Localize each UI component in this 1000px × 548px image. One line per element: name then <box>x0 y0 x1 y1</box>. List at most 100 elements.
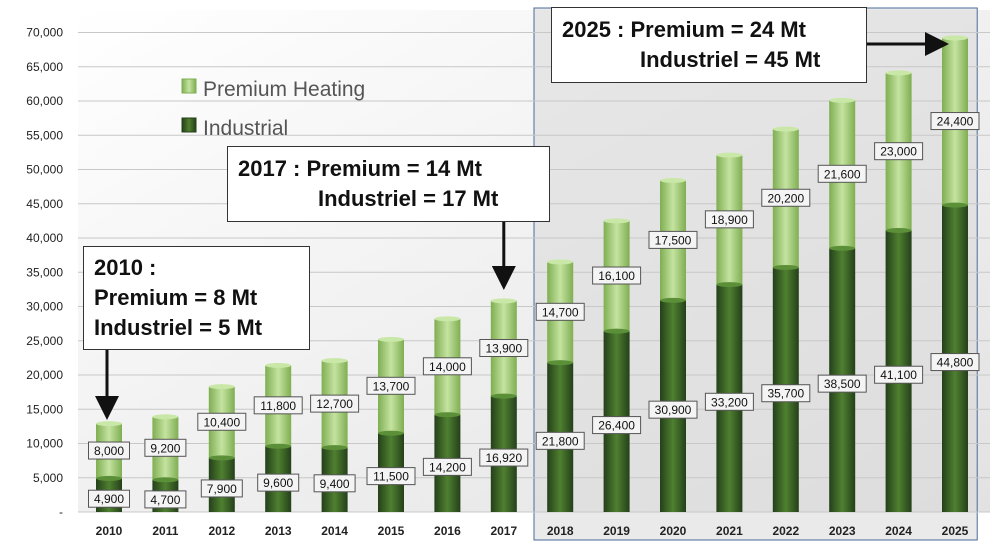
bar-industrial-cap <box>885 227 912 233</box>
data-label-premium-heating: 21,600 <box>824 167 861 181</box>
bar-premium-cap <box>716 152 743 158</box>
data-label-industrial: 14,200 <box>429 460 466 474</box>
data-label-industrial-box <box>366 467 416 486</box>
legend-label-premium-heating: Premium Heating <box>203 78 365 101</box>
annotation-2017-line-1: 2017 : Premium = 14 Mt <box>238 156 482 181</box>
annotation-2010-line-1: 2010 : <box>94 255 157 280</box>
x-tick-label: 2025 <box>942 524 969 538</box>
data-label-industrial: 4,900 <box>94 492 124 506</box>
y-tick-label: 60,000 <box>26 94 63 108</box>
bar-premium-cap <box>265 362 292 368</box>
data-label-premium-heating: 14,700 <box>542 305 579 319</box>
annotation-2025-line-2: Industriel = 45 Mt <box>640 47 821 72</box>
bar-premium-cap <box>772 126 799 132</box>
x-tick-label: 2022 <box>772 524 799 538</box>
data-label-industrial-box <box>479 448 529 467</box>
x-tick-label: 2020 <box>660 524 687 538</box>
data-label-industrial: 44,800 <box>937 356 974 370</box>
data-label-premium-heating: 13,900 <box>485 341 522 355</box>
data-label-premium-heating-box <box>535 302 585 321</box>
bar-industrial-cap <box>716 282 743 288</box>
data-label-premium-heating: 16,100 <box>598 269 635 283</box>
data-label-industrial: 7,900 <box>207 482 237 496</box>
y-tick-label: 5,000 <box>33 471 63 485</box>
bar-premium-cap <box>434 316 461 322</box>
bar-industrial-cap <box>265 443 292 449</box>
data-label-premium-heating-box <box>592 266 642 285</box>
data-label-industrial: 9,400 <box>320 477 350 491</box>
data-label-industrial-box <box>144 490 187 509</box>
bar-premium-cap <box>547 259 574 265</box>
data-label-premium-heating: 13,700 <box>373 379 410 393</box>
data-label-industrial-box <box>648 400 698 419</box>
x-tick-label: 2013 <box>265 524 292 538</box>
data-label-premium-heating: 9,200 <box>150 441 180 455</box>
data-label-premium-heating-box <box>310 394 360 413</box>
annotation-2017: 2017 : Premium = 14 Mt Industriel = 17 M… <box>227 146 550 222</box>
bar-premium-cap <box>660 177 686 183</box>
data-label-industrial: 21,800 <box>542 434 579 448</box>
data-label-premium-heating: 23,000 <box>880 145 917 159</box>
y-tick-label: 45,000 <box>26 197 63 211</box>
data-label-premium-heating: 10,400 <box>203 415 240 429</box>
y-tick-label: 70,000 <box>26 26 63 40</box>
y-tick-label: 35,000 <box>26 265 63 279</box>
data-label-industrial: 30,900 <box>655 403 692 417</box>
annotation-2010-line-2: Premium = 8 Mt <box>94 285 258 310</box>
x-tick-label: 2017 <box>490 524 517 538</box>
x-tick-label: 2024 <box>885 524 912 538</box>
bar-industrial-cap <box>434 412 461 418</box>
bar-industrial-cap <box>321 445 348 451</box>
data-label-premium-heating: 24,400 <box>937 115 974 129</box>
bar-premium-cap <box>490 298 517 304</box>
data-label-industrial-box <box>761 384 811 403</box>
bar-industrial-cap <box>96 475 122 481</box>
data-label-industrial: 4,700 <box>150 493 180 507</box>
data-label-premium-heating: 20,200 <box>767 191 804 205</box>
data-label-premium-heating-box <box>817 164 867 183</box>
data-label-industrial-box <box>200 479 243 498</box>
data-label-industrial-box <box>704 392 754 411</box>
bar-industrial-cap <box>152 477 179 483</box>
x-tick-label: 2023 <box>829 524 856 538</box>
data-label-industrial-box <box>592 416 642 435</box>
bar-premium-cap <box>96 421 122 427</box>
bar-industrial-cap <box>660 297 686 303</box>
data-label-industrial: 11,500 <box>373 470 409 484</box>
data-label-premium-heating: 18,900 <box>711 213 748 227</box>
y-tick-label: 20,000 <box>26 368 63 382</box>
bar-industrial-cap <box>829 245 856 251</box>
annotation-2025-line-1: 2025 : Premium = 24 Mt <box>562 17 806 42</box>
annotation-2025: 2025 : Premium = 24 Mt Industriel = 45 M… <box>551 7 867 83</box>
y-tick-label: 25,000 <box>26 334 63 348</box>
data-label-premium-heating-box <box>422 357 472 376</box>
y-tick-label: 65,000 <box>26 60 63 74</box>
bar-industrial-cap <box>942 202 968 208</box>
data-label-premium-heating-box <box>366 376 416 395</box>
data-label-industrial: 16,920 <box>485 451 522 465</box>
y-tick-label: 30,000 <box>26 300 63 314</box>
data-label-industrial-box <box>257 473 300 492</box>
bar-industrial-cap <box>490 393 517 399</box>
legend-swatch-industrial <box>181 117 197 133</box>
y-tick-label: 10,000 <box>26 437 63 451</box>
data-label-industrial: 26,400 <box>598 419 635 433</box>
data-label-industrial: 38,500 <box>824 377 861 391</box>
data-label-premium-heating: 8,000 <box>94 444 124 458</box>
bar-industrial-cap <box>603 328 630 334</box>
annotation-2010-line-3: Industriel = 5 Mt <box>94 315 263 340</box>
x-tick-label: 2010 <box>96 524 123 538</box>
data-label-premium-heating: 11,800 <box>260 399 296 413</box>
data-label-industrial: 9,600 <box>263 476 293 490</box>
data-label-premium-heating: 14,000 <box>429 360 466 374</box>
data-label-industrial-box <box>817 374 867 393</box>
x-tick-label: 2019 <box>603 524 630 538</box>
bar-industrial-cap <box>772 264 799 270</box>
x-tick-label: 2011 <box>152 524 178 538</box>
data-label-industrial-box <box>422 457 472 476</box>
x-tick-label: 2012 <box>208 524 235 538</box>
legend-swatch-premium-heating <box>181 78 197 94</box>
y-tick-label: 15,000 <box>26 402 63 416</box>
